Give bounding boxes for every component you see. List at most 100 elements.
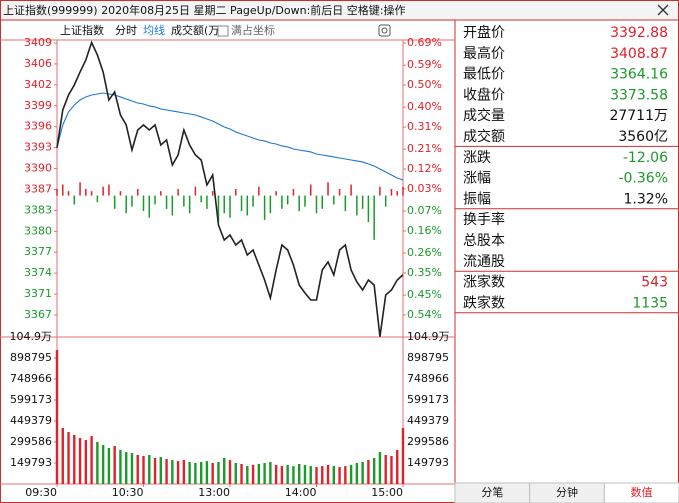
option-label[interactable]: 满占坐标 [231, 23, 275, 37]
volume-bar [107, 447, 111, 484]
y-tick-label: 3409 [24, 36, 52, 49]
tab-label[interactable]: 分钟 [556, 485, 578, 499]
y-tick-label: 3383 [24, 203, 52, 216]
breadth-bar [136, 188, 139, 196]
volume-bar [101, 445, 105, 484]
y-tick-label: 3380 [24, 224, 52, 237]
volume-bar [321, 466, 324, 484]
volume-bar [165, 459, 168, 484]
breadth-bar [171, 195, 174, 216]
volume-tick-label: 599173 [10, 393, 52, 406]
volume-bar [280, 466, 284, 484]
volume-tick-label: 104.9万 [10, 330, 53, 343]
volume-bar [372, 457, 376, 484]
quote-label: 成交量 [463, 107, 505, 124]
breadth-bar [321, 195, 324, 209]
breadth-bar [206, 195, 208, 209]
breadth-bar [194, 186, 197, 196]
volume-bar [355, 462, 359, 484]
y-tick-label: 3396 [24, 120, 52, 133]
volume-bar [246, 466, 249, 484]
y-tick-label: 3402 [24, 78, 52, 91]
breadth-bar [309, 184, 312, 196]
x-tick-label: 14:00 [285, 486, 317, 499]
quote-value: 1.32% [624, 191, 668, 207]
volume-bar [153, 457, 157, 484]
quote-label: 流通股 [463, 254, 505, 270]
x-tick-label: 15:00 [371, 486, 403, 499]
quote-panel: 开盘价 3392.88 最高价 3408.87 最低价 3364.16 收盘价 3373.58… [454, 24, 679, 503]
breadth-bar [356, 195, 358, 216]
close-button[interactable] [657, 4, 669, 16]
quote-label: 最低价 [463, 67, 505, 83]
x-tick-label: 13:00 [198, 486, 230, 499]
y-tick-label: 3374 [24, 266, 52, 279]
breadth-bar [275, 191, 277, 196]
y2-tick-label: 0.50% [407, 78, 442, 91]
breadth-bar [142, 195, 145, 212]
breadth-bar [390, 188, 393, 196]
breadth-bar [113, 195, 116, 209]
chart-title: 上证指数 [60, 23, 104, 37]
breadth-bar [148, 195, 151, 218]
y2-tick-label: 0.03% [407, 182, 442, 195]
volume-bar [251, 464, 255, 484]
quote-label: 振幅 [463, 191, 491, 207]
breadth-bar [298, 195, 300, 212]
volume-bar [113, 446, 116, 484]
breadth-bar [396, 191, 398, 196]
breadth-bar [102, 186, 104, 196]
option-checkbox[interactable] [217, 25, 229, 37]
tab-label[interactable]: 分笔 [481, 485, 503, 499]
volume-bar [176, 461, 180, 484]
legend-entry[interactable]: 均线 [143, 23, 165, 37]
breadth-bar [246, 195, 249, 216]
volume-bar [55, 350, 59, 484]
y-tick-label: 3390 [24, 162, 52, 175]
quote-value: 3364.16 [610, 67, 668, 83]
volume-bar [199, 461, 203, 484]
quote-label: 涨家数 [463, 274, 505, 291]
volume-bar [274, 464, 278, 484]
breadth-bar [119, 191, 122, 196]
quote-value: 1135 [632, 295, 668, 311]
quote-value: 3560亿 [618, 129, 668, 145]
breadth-bar [292, 188, 295, 196]
close-icon[interactable] [657, 4, 669, 16]
volume-bar [378, 452, 382, 484]
y2-tick-label: 0.40% [407, 100, 442, 113]
quote-value: 543 [641, 275, 668, 291]
volume-bar [234, 462, 237, 484]
volume-bar [309, 466, 312, 484]
breadth-bar [286, 195, 289, 205]
volume-bar [188, 461, 191, 484]
breadth-bar [367, 195, 370, 223]
settings-icon-dot[interactable] [381, 27, 388, 34]
volume-bar [367, 460, 370, 484]
volume-tick-label: 898795 [10, 351, 52, 364]
volume-tick-label: 104.9万 [407, 330, 450, 343]
breadth-bar [281, 195, 283, 209]
legend-entry[interactable]: 分时 [115, 24, 137, 37]
volume-tick-label: 748966 [407, 372, 449, 385]
settings-icon[interactable] [378, 24, 391, 37]
breadth-bar [131, 195, 133, 207]
breadth-bar [269, 195, 272, 214]
volume-bar [390, 455, 393, 484]
y2-tick-label: 0.21% [407, 142, 442, 155]
tab-label[interactable]: 数值 [631, 486, 653, 499]
volume-bar [240, 463, 243, 484]
volume-tick-label: 299586 [10, 435, 52, 448]
quote-value: 3373.58 [610, 87, 668, 103]
volume-bar [228, 460, 232, 484]
volume-bar [349, 464, 353, 484]
breadth-bar [235, 188, 237, 196]
volume-bar [223, 457, 226, 484]
breadth-bar [177, 188, 179, 196]
breadth-bar [333, 195, 335, 205]
volume-bar [338, 467, 341, 484]
plot-area: 3367 3371 3374 3377 3380 3383 3387 3390 3393 3396… [10, 36, 450, 499]
breadth-bar [211, 191, 214, 196]
volume-bar [96, 441, 99, 484]
